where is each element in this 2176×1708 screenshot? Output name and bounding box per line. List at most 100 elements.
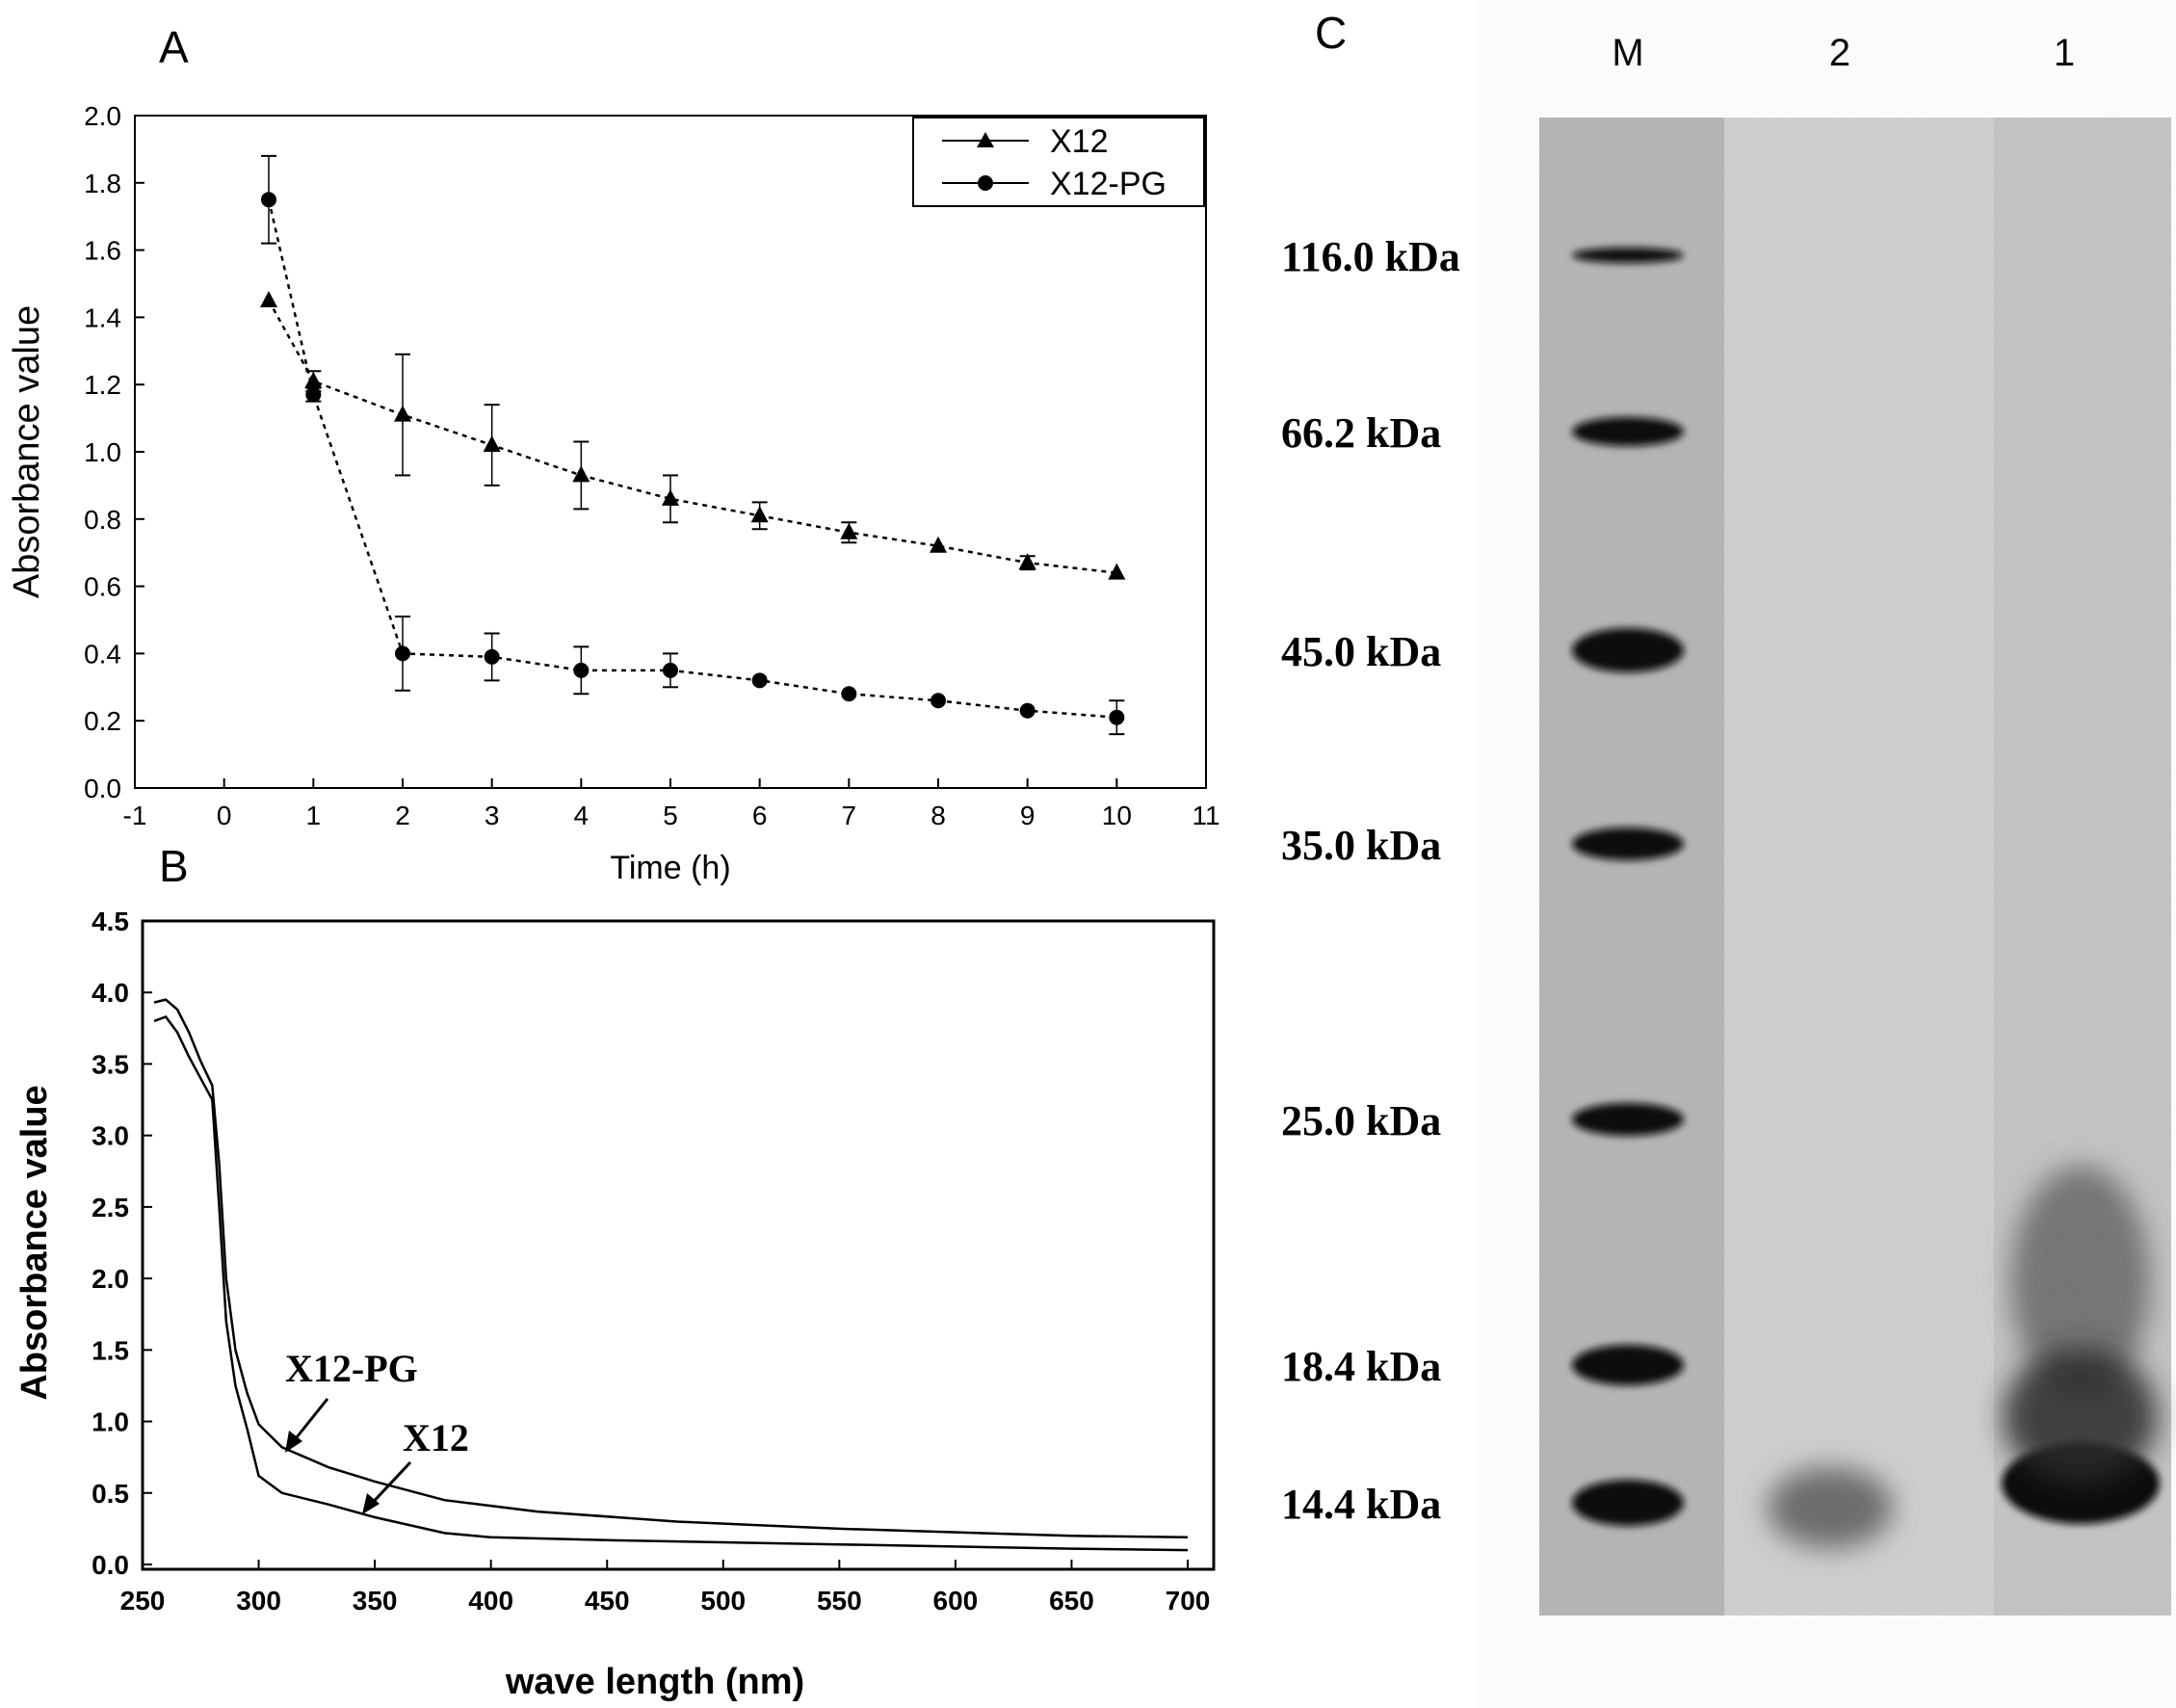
panel-a-x-tick-label: 5 bbox=[663, 801, 678, 830]
panel-b-series bbox=[153, 998, 1189, 1552]
panel-a-point-x12 bbox=[662, 488, 679, 506]
annotation-x12-pg: X12-PG bbox=[285, 1347, 418, 1390]
panel-b-y-ticks: 0.0 0.5 1.0 1.5 2.0 2.5 3.0 3.5 4.0 4.5 bbox=[92, 907, 152, 1580]
panel-a-series-line bbox=[267, 198, 1117, 719]
panel-a-y-tick-label: 0.0 bbox=[84, 774, 121, 803]
marker-band bbox=[1572, 628, 1684, 672]
panel-b-x-tick-label: 500 bbox=[700, 1586, 746, 1616]
panel-a-y-tick-label: 1.4 bbox=[84, 302, 121, 332]
panel-a-point-x12 bbox=[260, 290, 277, 307]
panel-b-x-tick-label: 300 bbox=[236, 1586, 281, 1616]
panel-a-point-x12 bbox=[840, 522, 858, 539]
panel-a-point-x12 bbox=[572, 465, 590, 483]
panel-a-x-axis-label: Time (h) bbox=[610, 850, 730, 886]
panel-a-x-tick-label: 3 bbox=[485, 801, 500, 830]
panel-a-legend: X12 X12-PG bbox=[912, 117, 1205, 207]
panel-label-a: A bbox=[159, 22, 189, 72]
marker-label: 14.4 kDa bbox=[1281, 1481, 1441, 1528]
panel-b-series-line bbox=[153, 998, 1189, 1539]
panel-a-y-tick-label: 0.4 bbox=[84, 639, 121, 669]
panel-a-x-tick-label: 8 bbox=[931, 801, 946, 830]
panel-a-chart: -1 0 1 2 3 4 5 6 7 8 9 10 11 0.0 0.2 0.4 0.6 0.8 1.0 1.2 1.… bbox=[7, 101, 1220, 886]
panel-a-point-x12 bbox=[1108, 563, 1126, 580]
panel-b-x-tick-label: 700 bbox=[1166, 1586, 1211, 1616]
panel-a-y-tick-label: 0.2 bbox=[84, 706, 121, 736]
panel-a-point-x12-pg bbox=[751, 672, 768, 689]
panel-a-y-tick-label: 1.8 bbox=[84, 169, 121, 198]
panel-a-series-line bbox=[267, 300, 1117, 574]
panel-a-x-tick-label: -1 bbox=[123, 801, 147, 830]
panel-b-y-tick-label: 2.5 bbox=[92, 1193, 129, 1222]
panel-a-x-ticks: -1 0 1 2 3 4 5 6 7 8 9 10 11 bbox=[123, 778, 1220, 830]
panel-b-plot-frame bbox=[141, 919, 1216, 1571]
panel-a-point-x12-pg bbox=[1109, 709, 1125, 725]
panel-a-point-x12 bbox=[394, 405, 411, 422]
panel-b-y-tick-label: 2.0 bbox=[92, 1264, 129, 1294]
panel-a-point-x12-pg bbox=[841, 686, 857, 702]
marker-band bbox=[1572, 1345, 1684, 1385]
panel-b-y-tick-label: 1.0 bbox=[92, 1407, 129, 1437]
panel-a-point-x12 bbox=[930, 536, 947, 553]
panel-b-chart: 250 300 350 400 450 500 550 600 650 700 0.0 0.5 1.0… bbox=[14, 907, 1216, 1702]
panel-a-y-tick-label: 0.8 bbox=[84, 505, 121, 535]
marker-label: 66.2 kDa bbox=[1281, 409, 1441, 457]
panel-a-x-tick-label: 7 bbox=[842, 801, 857, 830]
panel-b-x-tick-label: 400 bbox=[468, 1586, 513, 1616]
panel-b-y-tick-label: 4.5 bbox=[92, 907, 129, 936]
panel-a-y-tick-label: 0.6 bbox=[84, 572, 121, 602]
panel-a-y-tick-label: 1.6 bbox=[84, 236, 121, 266]
gel-image bbox=[1539, 118, 2171, 1616]
legend-x12pg-circle-icon bbox=[978, 175, 993, 191]
marker-label: 116.0 kDa bbox=[1281, 233, 1460, 280]
marker-label: 25.0 kDa bbox=[1281, 1097, 1441, 1144]
panel-a-point-x12-pg bbox=[305, 386, 322, 403]
marker-band bbox=[1572, 1103, 1684, 1136]
marker-bands bbox=[1572, 248, 1684, 1526]
panel-b-y-tick-label: 4.0 bbox=[92, 978, 129, 1008]
panel-b-x-axis-label: wave length (nm) bbox=[505, 1662, 804, 1702]
marker-labels: 116.0 kDa 66.2 kDa 45.0 kDa 35.0 kDa 25.0 kD… bbox=[1281, 233, 1460, 1528]
panel-a-point-x12-pg bbox=[1019, 702, 1036, 719]
panel-b-x-tick-label: 350 bbox=[353, 1586, 398, 1616]
marker-band bbox=[1572, 828, 1684, 860]
lane-label-m: M bbox=[1612, 32, 1643, 74]
marker-band bbox=[1572, 417, 1684, 446]
panel-a-point-x12 bbox=[750, 506, 769, 523]
marker-label: 35.0 kDa bbox=[1281, 822, 1441, 869]
panel-b-y-tick-label: 3.0 bbox=[92, 1121, 129, 1151]
panel-b-x-tick-label: 650 bbox=[1049, 1586, 1094, 1616]
lane1-smear-upper bbox=[2011, 1166, 2150, 1397]
panel-a-point-x12 bbox=[483, 435, 501, 453]
panel-label-b: B bbox=[159, 841, 189, 891]
panel-a-y-ticks: 0.0 0.2 0.4 0.6 0.8 1.0 1.2 1.4 1.6 1.8 2.0 bbox=[84, 101, 144, 803]
legend-x12-label: X12 bbox=[1050, 123, 1109, 160]
lane-label-1: 1 bbox=[2054, 32, 2075, 74]
panel-b-x-tick-label: 600 bbox=[933, 1586, 979, 1616]
panel-a-legend-box bbox=[912, 117, 1205, 207]
panel-a-x-tick-label: 10 bbox=[1102, 801, 1132, 830]
panel-a-x-tick-label: 1 bbox=[306, 801, 322, 830]
panel-a-point-x12 bbox=[304, 371, 323, 388]
panel-a-x-tick-label: 2 bbox=[395, 801, 410, 830]
panel-a-x-tick-label: 0 bbox=[217, 801, 232, 830]
panel-b-y-tick-label: 1.5 bbox=[92, 1335, 129, 1365]
panel-a-y-tick-label: 2.0 bbox=[84, 101, 121, 131]
panel-c-gel-figure: M 2 1 116.0 kDa 66.2 kDa 45.0 kDa 35.0 kDa 2… bbox=[1281, 32, 2171, 1616]
panel-a-x-tick-label: 6 bbox=[752, 801, 768, 830]
panel-a-x-tick-label: 4 bbox=[574, 801, 590, 830]
panel-a-point-x12 bbox=[1018, 553, 1036, 570]
legend-x12pg-label: X12-PG bbox=[1050, 166, 1167, 202]
panel-a-point-x12-pg bbox=[261, 192, 276, 208]
panel-label-c: C bbox=[1315, 8, 1347, 58]
panel-a-point-x12-pg bbox=[395, 645, 410, 662]
legend-x12-triangle-icon bbox=[977, 132, 994, 147]
lane-label-2: 2 bbox=[1829, 32, 1850, 74]
panel-b-x-tick-label: 550 bbox=[817, 1586, 862, 1616]
lane1-smear-mid bbox=[2004, 1349, 2158, 1484]
annotation-x12-arrowhead-icon bbox=[362, 1493, 380, 1514]
annotation-x12-pg-arrowhead-icon bbox=[285, 1431, 302, 1453]
panel-a-y-tick-label: 1.0 bbox=[84, 437, 121, 467]
panel-a-point-x12-pg bbox=[663, 662, 678, 678]
panel-a-series bbox=[260, 154, 1126, 736]
